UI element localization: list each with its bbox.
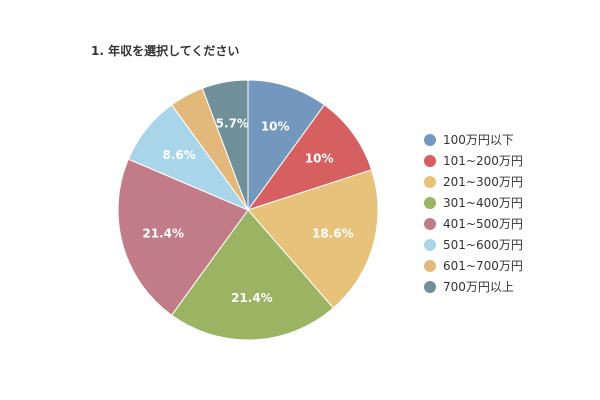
chart-title: 1. 年収を選択してください	[91, 44, 240, 58]
legend-item-7: 700万円以上	[424, 276, 523, 297]
pie-slice-2	[247, 169, 379, 309]
legend-swatch-6	[424, 259, 436, 272]
legend-label-7: 700万円以上	[443, 280, 514, 294]
legend-item-6: 601~700万円	[424, 255, 523, 276]
legend-label-6: 601~700万円	[443, 259, 523, 273]
slice-label-3: 21.4%	[231, 291, 273, 305]
legend-item-0: 100万円以下	[424, 129, 523, 150]
legend-label-3: 301~400万円	[443, 196, 523, 210]
pie-slice-7	[201, 79, 249, 211]
legend-item-2: 201~300万円	[424, 171, 523, 192]
legend-label-0: 100万円以下	[443, 133, 514, 147]
legend-label-2: 201~300万円	[443, 175, 523, 189]
legend-label-4: 401~500万円	[443, 217, 523, 231]
legend-label-5: 501~600万円	[443, 238, 523, 252]
slice-label-4: 21.4%	[142, 227, 184, 241]
legend-item-3: 301~400万円	[424, 192, 523, 213]
legend-swatch-7	[424, 280, 436, 293]
legend: 100万円以下 101~200万円 201~300万円 301~400万円 401~50…	[424, 129, 523, 297]
pie-slice-1	[246, 104, 373, 211]
pie-slice-4	[117, 158, 249, 316]
legend-item-5: 501~600万円	[424, 234, 523, 255]
legend-swatch-3	[424, 196, 436, 209]
slice-label-1: 10%	[305, 151, 334, 165]
legend-item-4: 401~500万円	[424, 213, 523, 234]
legend-item-1: 101~200万円	[424, 150, 523, 171]
slice-label-5: 8.6%	[162, 148, 195, 162]
legend-swatch-0	[424, 133, 436, 146]
legend-label-1: 101~200万円	[443, 154, 523, 168]
slice-label-2: 18.6%	[312, 227, 354, 241]
pie-slice-3	[170, 209, 335, 341]
slice-label-7: 5.7%	[216, 116, 249, 130]
legend-swatch-1	[424, 154, 436, 167]
legend-swatch-2	[424, 175, 436, 188]
legend-swatch-5	[424, 238, 436, 251]
pie-slice-0	[247, 79, 326, 212]
legend-swatch-4	[424, 217, 436, 230]
slice-label-0: 10%	[261, 119, 290, 133]
